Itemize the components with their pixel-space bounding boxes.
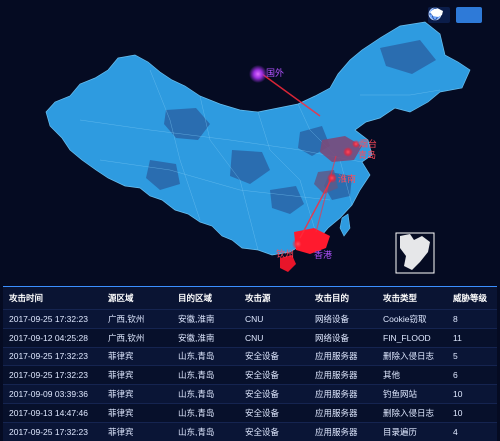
- table-row[interactable]: 2017-09-25 17:32:23 广西,钦州 安徽,淮南 CNU 网络设备 Cook…: [3, 309, 497, 329]
- cell-source-region: 菲律宾: [102, 365, 172, 385]
- attack-line: [315, 155, 337, 233]
- cell-source-region: 广西,钦州: [102, 327, 172, 348]
- cell-attack-source: 安全设备: [239, 402, 309, 423]
- cell-attack-type: 删除入侵日志: [377, 346, 447, 366]
- map-label-qinzhou: 钦州: [276, 249, 295, 259]
- cell-threat-level: 8: [447, 309, 497, 329]
- attack-log-table: 攻击时间 源区域 目的区域 攻击源 攻击目的 攻击类型 威胁等级 2017-09…: [3, 286, 497, 441]
- cell-attack-type: FIN_FLOOD: [377, 327, 447, 348]
- cell-attack-source: 安全设备: [239, 421, 309, 441]
- map-label-yantai: 烟台: [359, 139, 378, 149]
- map-label-qingdao: 青岛: [358, 150, 377, 160]
- cell-attack-time: 2017-09-25 17:32:23: [3, 365, 102, 385]
- cell-attack-target: 应用服务器: [309, 365, 377, 385]
- cell-threat-level: 10: [447, 402, 497, 423]
- cell-attack-target: 应用服务器: [309, 421, 377, 441]
- province-dark: [164, 108, 210, 140]
- cell-attack-time: 2017-09-25 17:32:23: [3, 421, 102, 441]
- source-marker-qinzhou: [292, 238, 304, 250]
- column-header-attack-target[interactable]: 攻击目的: [309, 286, 377, 310]
- cell-attack-type: 钓鱼网站: [377, 384, 447, 404]
- target-marker-yantai: [352, 140, 360, 148]
- cell-attack-time: 2017-09-09 03:39:36: [3, 384, 102, 404]
- table-row[interactable]: 2017-09-12 04:25:28 广西,钦州 安徽,淮南 CNU 网络设备 FIN_…: [3, 327, 497, 348]
- cell-target-region: 山东,青岛: [172, 402, 239, 423]
- cell-target-region: 山东,青岛: [172, 421, 239, 441]
- column-header-attack-type[interactable]: 攻击类型: [377, 286, 447, 310]
- cell-source-region: 菲律宾: [102, 421, 172, 441]
- cell-attack-source: 安全设备: [239, 365, 309, 385]
- cell-target-region: 山东,青岛: [172, 384, 239, 404]
- cell-source-region: 菲律宾: [102, 384, 172, 404]
- cell-attack-target: 应用服务器: [309, 346, 377, 366]
- map-label-overseas: 国外: [266, 68, 285, 78]
- cell-attack-source: CNU: [239, 309, 309, 329]
- province-dark: [380, 40, 436, 74]
- target-marker-qingdao: [343, 147, 353, 157]
- attack-line: [299, 177, 333, 239]
- column-header-source-region[interactable]: 源区域: [102, 286, 172, 310]
- cell-source-region: 菲律宾: [102, 402, 172, 423]
- province-dark: [146, 160, 180, 190]
- target-marker-huainan: [327, 173, 337, 183]
- table-row[interactable]: 2017-09-13 14:47:46 菲律宾 山东,青岛 安全设备 应用服务器 删除入侵…: [3, 402, 497, 423]
- table-row[interactable]: 2017-09-25 17:32:23 菲律宾 山东,青岛 安全设备 应用服务器 其他 6: [3, 365, 497, 385]
- cell-attack-target: 网络设备: [309, 327, 377, 348]
- cell-source-region: 广西,钦州: [102, 309, 172, 329]
- cell-threat-level: 6: [447, 365, 497, 385]
- cell-attack-time: 2017-09-12 04:25:28: [3, 327, 102, 348]
- cell-source-region: 菲律宾: [102, 346, 172, 366]
- column-header-attack-source[interactable]: 攻击源: [239, 286, 309, 310]
- column-header-time[interactable]: 攻击时间: [3, 286, 102, 310]
- cell-attack-type: 其他: [377, 365, 447, 385]
- cell-attack-type: Cookie窃取: [377, 309, 447, 329]
- map-label-huainan: 淮南: [338, 174, 357, 184]
- table-row[interactable]: 2017-09-09 03:39:36 菲律宾 山东,青岛 安全设备 应用服务器 钓鱼网站…: [3, 384, 497, 404]
- cell-target-region: 山东,青岛: [172, 365, 239, 385]
- china-attack-map[interactable]: 国外 烟台 青岛 淮南 钦州 香港: [0, 0, 500, 285]
- cell-attack-time: 2017-09-13 14:47:46: [3, 402, 102, 423]
- table-header-row: 攻击时间 源区域 目的区域 攻击源 攻击目的 攻击类型 威胁等级: [3, 286, 497, 310]
- cell-attack-target: 应用服务器: [309, 384, 377, 404]
- south-sea-inset: [395, 232, 435, 274]
- taiwan-island: [339, 213, 351, 237]
- cell-attack-type: 目录遍历: [377, 421, 447, 441]
- province-dark: [230, 150, 270, 184]
- china-view-button[interactable]: [430, 7, 482, 23]
- cell-attack-time: 2017-09-25 17:32:23: [3, 309, 102, 329]
- cell-threat-level: 10: [447, 384, 497, 404]
- cell-target-region: 山东,青岛: [172, 346, 239, 366]
- column-header-target-region[interactable]: 目的区域: [172, 286, 239, 310]
- cell-threat-level: 4: [447, 421, 497, 441]
- source-region-guangxi: [294, 228, 330, 254]
- map-svg: [45, 21, 471, 274]
- map-label-hongkong: 香港: [314, 250, 333, 260]
- south-sea-islands: [400, 234, 430, 270]
- cell-attack-source: 安全设备: [239, 346, 309, 366]
- cell-target-region: 安徽,淮南: [172, 327, 239, 348]
- cell-attack-time: 2017-09-25 17:32:23: [3, 346, 102, 366]
- cell-attack-type: 删除入侵日志: [377, 402, 447, 423]
- overseas-marker: [249, 65, 267, 83]
- china-outline: [45, 21, 471, 256]
- cell-threat-level: 11: [447, 327, 497, 348]
- column-header-threat-level[interactable]: 威胁等级: [447, 286, 497, 310]
- attack-line: [261, 73, 321, 117]
- cell-target-region: 安徽,淮南: [172, 309, 239, 329]
- china-map-icon: [430, 9, 443, 17]
- table-row[interactable]: 2017-09-25 17:32:23 菲律宾 山东,青岛 安全设备 应用服务器 目录遍历…: [3, 421, 497, 441]
- table-row[interactable]: 2017-09-25 17:32:23 菲律宾 山东,青岛 安全设备 应用服务器 删除入侵…: [3, 346, 497, 366]
- cell-attack-target: 应用服务器: [309, 402, 377, 423]
- cell-attack-source: CNU: [239, 327, 309, 348]
- cell-threat-level: 5: [447, 346, 497, 366]
- cell-attack-target: 网络设备: [309, 309, 377, 329]
- hainan-island: [280, 255, 296, 272]
- cell-attack-source: 安全设备: [239, 384, 309, 404]
- province-dark: [270, 186, 304, 214]
